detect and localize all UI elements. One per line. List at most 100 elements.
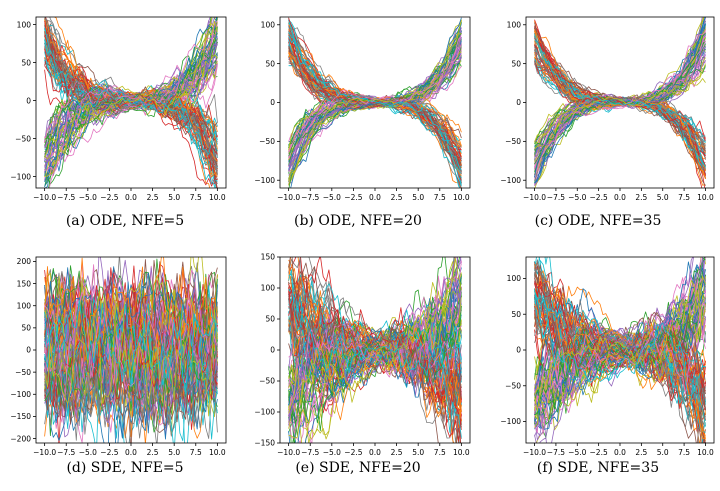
chart-panel-4: −10.0 −7.5 −5.0 −2.5 0.0 2.5 5.0 7.5 10.0 −200 −15… bbox=[10, 256, 227, 476]
x-tick-label: 7.5 bbox=[678, 193, 690, 202]
x-tick-label: −5.0 bbox=[568, 193, 586, 202]
series-line bbox=[44, 319, 218, 417]
series-line bbox=[288, 258, 462, 414]
series-line bbox=[288, 61, 462, 160]
series-group bbox=[288, 257, 462, 443]
y-tick-label: 200 bbox=[17, 257, 32, 266]
series-line bbox=[534, 314, 706, 395]
x-tick-label: 2.5 bbox=[635, 448, 647, 457]
x-tick-label: −10.0 bbox=[33, 193, 56, 202]
panel-caption: (b) ODE, NFE=20 bbox=[294, 213, 422, 229]
series-line bbox=[288, 265, 462, 421]
y-tick-label: −150 bbox=[254, 439, 275, 448]
x-tick-label: 2.5 bbox=[147, 193, 159, 202]
panel-caption: (d) SDE, NFE=5 bbox=[66, 460, 183, 476]
x-tick-label: −7.5 bbox=[57, 448, 75, 457]
x-tick-label: 10.0 bbox=[697, 193, 714, 202]
y-tick-label: 50 bbox=[265, 315, 275, 324]
panel-caption: (a) ODE, NFE=5 bbox=[66, 213, 184, 229]
x-tick-label: −2.5 bbox=[100, 448, 118, 457]
x-tick-label: −7.5 bbox=[547, 448, 565, 457]
series-line bbox=[288, 277, 462, 416]
y-tick-label: 100 bbox=[17, 301, 32, 310]
series-line bbox=[288, 45, 462, 164]
series-line bbox=[44, 299, 218, 393]
x-tick-label: 0.0 bbox=[369, 448, 381, 457]
y-tick-label: 0 bbox=[516, 346, 521, 355]
series-line bbox=[288, 30, 462, 172]
series-group bbox=[288, 17, 462, 188]
y-tick-label: 50 bbox=[511, 59, 521, 68]
y-tick-label: 0 bbox=[270, 98, 275, 107]
series-line bbox=[534, 38, 706, 167]
series-line bbox=[534, 289, 706, 415]
y-tick-label: −100 bbox=[500, 417, 521, 426]
x-tick-label: 7.5 bbox=[434, 448, 446, 457]
series-line bbox=[534, 49, 706, 147]
series-line bbox=[44, 257, 218, 383]
x-tick-label: 2.5 bbox=[635, 193, 647, 202]
y-tick-label: −50 bbox=[259, 137, 275, 146]
series-line bbox=[288, 325, 462, 400]
x-tick-label: 2.5 bbox=[391, 448, 403, 457]
y-tick-label: 50 bbox=[21, 324, 31, 333]
x-tick-label: 7.5 bbox=[678, 448, 690, 457]
series-line bbox=[534, 257, 706, 443]
x-tick-label: −7.5 bbox=[301, 448, 319, 457]
series-line bbox=[44, 43, 218, 163]
series-line bbox=[288, 51, 462, 151]
chart-panel-2: −10.0 −7.5 −5.0 −2.5 0.0 2.5 5.0 7.5 10.0 −100 −50… bbox=[254, 16, 471, 229]
x-tick-label: −2.5 bbox=[344, 193, 362, 202]
y-tick-label: 0 bbox=[516, 98, 521, 107]
x-tick-label: −2.5 bbox=[100, 193, 118, 202]
x-tick-label: −5.0 bbox=[323, 193, 341, 202]
x-tick-label: 5.0 bbox=[412, 448, 424, 457]
x-tick-label: 0.0 bbox=[369, 193, 381, 202]
y-tick-label: 50 bbox=[511, 310, 521, 319]
x-tick-label: −10.0 bbox=[523, 448, 546, 457]
x-tick-label: 5.0 bbox=[657, 448, 669, 457]
y-tick-label: −100 bbox=[10, 390, 31, 399]
series-line bbox=[44, 20, 218, 171]
y-tick-label: 0 bbox=[26, 96, 31, 105]
series-line bbox=[44, 267, 218, 395]
series-line bbox=[288, 33, 462, 180]
series-line bbox=[534, 275, 706, 412]
series-group bbox=[44, 17, 218, 188]
series-line bbox=[534, 31, 706, 180]
series-line bbox=[44, 333, 218, 438]
series-line bbox=[44, 48, 218, 159]
y-tick-label: −100 bbox=[254, 408, 275, 417]
series-line bbox=[288, 295, 462, 443]
y-tick-label: 150 bbox=[261, 253, 276, 262]
series-line bbox=[534, 303, 706, 436]
series-line bbox=[534, 280, 706, 375]
y-tick-label: 50 bbox=[21, 58, 31, 67]
chart-panel-1: −10.0 −7.5 −5.0 −2.5 0.0 2.5 5.0 7.5 10.0 −100 −50… bbox=[10, 16, 227, 229]
x-tick-label: 5.0 bbox=[168, 448, 180, 457]
chart-panel-6: −10.0 −7.5 −5.0 −2.5 0.0 2.5 5.0 7.5 10.0 −100 −50… bbox=[500, 256, 715, 476]
x-tick-label: 0.0 bbox=[125, 193, 137, 202]
series-line bbox=[288, 31, 462, 187]
x-tick-label: 7.5 bbox=[190, 193, 202, 202]
series-line bbox=[534, 261, 706, 421]
series-line bbox=[288, 298, 462, 430]
x-tick-label: 0.0 bbox=[125, 448, 137, 457]
x-tick-label: −10.0 bbox=[277, 193, 300, 202]
series-line bbox=[534, 280, 706, 389]
series-line bbox=[44, 20, 218, 177]
series-line bbox=[288, 291, 462, 418]
x-tick-label: −10.0 bbox=[33, 448, 56, 457]
y-tick-label: −50 bbox=[505, 137, 521, 146]
x-tick-label: 10.0 bbox=[209, 448, 226, 457]
x-tick-label: −7.5 bbox=[547, 193, 565, 202]
y-tick-label: 150 bbox=[17, 279, 32, 288]
x-tick-label: −5.0 bbox=[568, 448, 586, 457]
series-line bbox=[288, 274, 462, 371]
y-tick-label: −100 bbox=[254, 176, 275, 185]
series-line bbox=[44, 329, 218, 429]
series-line bbox=[288, 44, 462, 153]
y-tick-label: 100 bbox=[507, 274, 522, 283]
series-line bbox=[534, 78, 706, 143]
x-tick-label: −10.0 bbox=[523, 193, 546, 202]
